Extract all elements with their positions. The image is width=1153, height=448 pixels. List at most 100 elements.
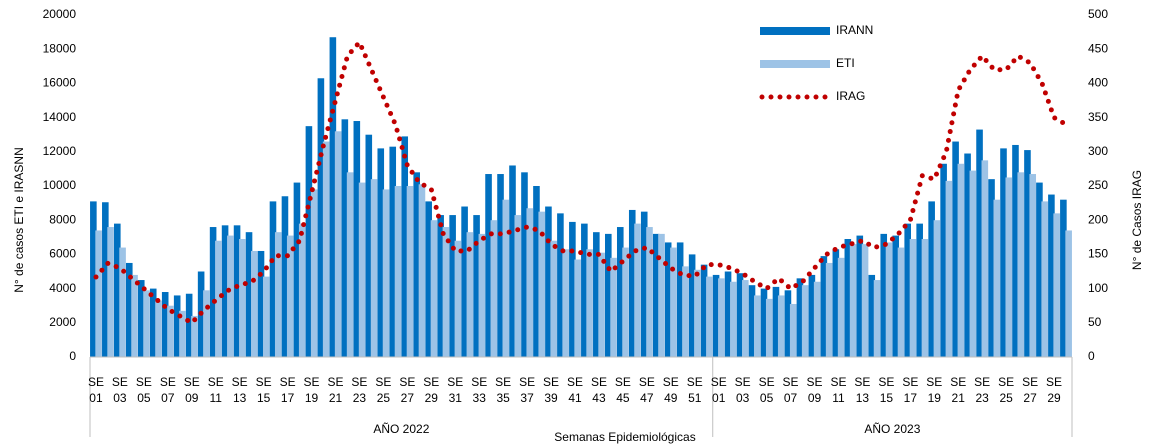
y2-tick-label: 100 xyxy=(1088,281,1108,295)
bar xyxy=(281,196,289,357)
bar xyxy=(353,121,361,358)
bar xyxy=(497,174,504,357)
bar xyxy=(605,233,612,357)
bar xyxy=(442,227,450,357)
bar xyxy=(844,239,852,357)
bar xyxy=(95,230,102,357)
bar xyxy=(257,250,265,357)
bar xyxy=(310,189,318,357)
bar xyxy=(461,206,468,357)
bar xyxy=(909,239,917,357)
bar xyxy=(329,37,337,357)
y-tick-label: 20000 xyxy=(43,7,77,21)
bar xyxy=(1053,213,1060,357)
bar xyxy=(1024,150,1031,357)
bar xyxy=(832,249,840,357)
bar xyxy=(90,201,97,357)
bar xyxy=(892,235,900,357)
y2-tick-label: 500 xyxy=(1088,7,1108,21)
bar xyxy=(377,148,385,357)
y-tick-label: 2000 xyxy=(49,315,76,329)
y2-tick-label: 0 xyxy=(1088,349,1095,363)
bar xyxy=(933,220,941,357)
bar xyxy=(509,165,516,357)
bar xyxy=(993,199,1001,357)
bar xyxy=(149,288,157,357)
bar xyxy=(916,223,923,357)
bar xyxy=(269,201,277,357)
x-tick-label: SE 07 xyxy=(782,375,799,405)
bar xyxy=(401,136,409,357)
bar xyxy=(1060,199,1067,357)
legend-label: IRANN xyxy=(836,23,873,37)
y2-tick-label: 150 xyxy=(1088,247,1108,261)
bar xyxy=(1012,144,1019,357)
x-tick-label: SE 39 xyxy=(543,375,560,405)
bar xyxy=(358,182,366,357)
bar xyxy=(1005,177,1013,357)
bar xyxy=(730,281,737,357)
bar xyxy=(466,232,474,357)
x-axis-title: Semanas Epidemiológicas xyxy=(554,430,695,444)
bar xyxy=(753,295,761,357)
bar xyxy=(808,274,816,357)
bar xyxy=(437,215,444,357)
bar xyxy=(880,233,888,357)
bar xyxy=(765,298,773,357)
x-tick-label: SE 51 xyxy=(686,375,703,405)
y2-tick-label: 200 xyxy=(1088,212,1108,226)
bar xyxy=(406,186,414,357)
bar xyxy=(969,170,977,357)
y-tick-label: 10000 xyxy=(43,178,77,192)
x-tick-label: SE 29 xyxy=(1046,375,1063,405)
bar xyxy=(658,233,665,357)
bar xyxy=(868,274,876,357)
bar xyxy=(616,227,624,357)
bar xyxy=(370,179,378,357)
x-tick-label: SE 15 xyxy=(878,375,895,405)
bar xyxy=(664,242,672,357)
bar xyxy=(945,180,953,357)
bar xyxy=(562,249,569,357)
bar xyxy=(988,179,995,357)
bar xyxy=(274,232,282,357)
x-tick-label: SE 15 xyxy=(255,375,272,405)
x-tick-label: SE 25 xyxy=(375,375,392,405)
bar xyxy=(718,278,725,357)
bar xyxy=(772,286,780,357)
bar xyxy=(533,186,540,357)
group-label: AÑO 2023 xyxy=(864,422,920,436)
x-tick-label: SE 25 xyxy=(998,375,1015,405)
bar xyxy=(688,254,696,357)
bar xyxy=(928,201,935,357)
bar xyxy=(550,240,557,357)
bar xyxy=(557,213,564,357)
bar xyxy=(736,273,744,357)
x-tick-label: SE 01 xyxy=(710,375,727,405)
bar xyxy=(502,199,510,357)
bar xyxy=(131,274,138,357)
bar xyxy=(1048,194,1055,357)
bar xyxy=(581,223,588,357)
x-tick-label: SE 31 xyxy=(447,375,464,405)
x-tick-label: SE 35 xyxy=(495,375,512,405)
bar xyxy=(430,220,438,357)
bar xyxy=(700,264,708,357)
bar xyxy=(382,189,390,357)
bar xyxy=(454,240,462,357)
x-tick-label: SE 21 xyxy=(950,375,967,405)
bar xyxy=(742,280,749,357)
legend-label: IRAG xyxy=(836,89,865,103)
x-tick-label: SE 27 xyxy=(1022,375,1039,405)
bar xyxy=(521,172,528,357)
legend-swatch xyxy=(760,27,830,35)
bar xyxy=(227,235,234,357)
bar xyxy=(365,134,373,357)
bar xyxy=(305,126,313,358)
y-tick-label: 8000 xyxy=(49,212,76,226)
y2-tick-label: 300 xyxy=(1088,144,1108,158)
bar xyxy=(610,257,617,357)
bar xyxy=(485,174,492,357)
bar xyxy=(298,223,306,357)
